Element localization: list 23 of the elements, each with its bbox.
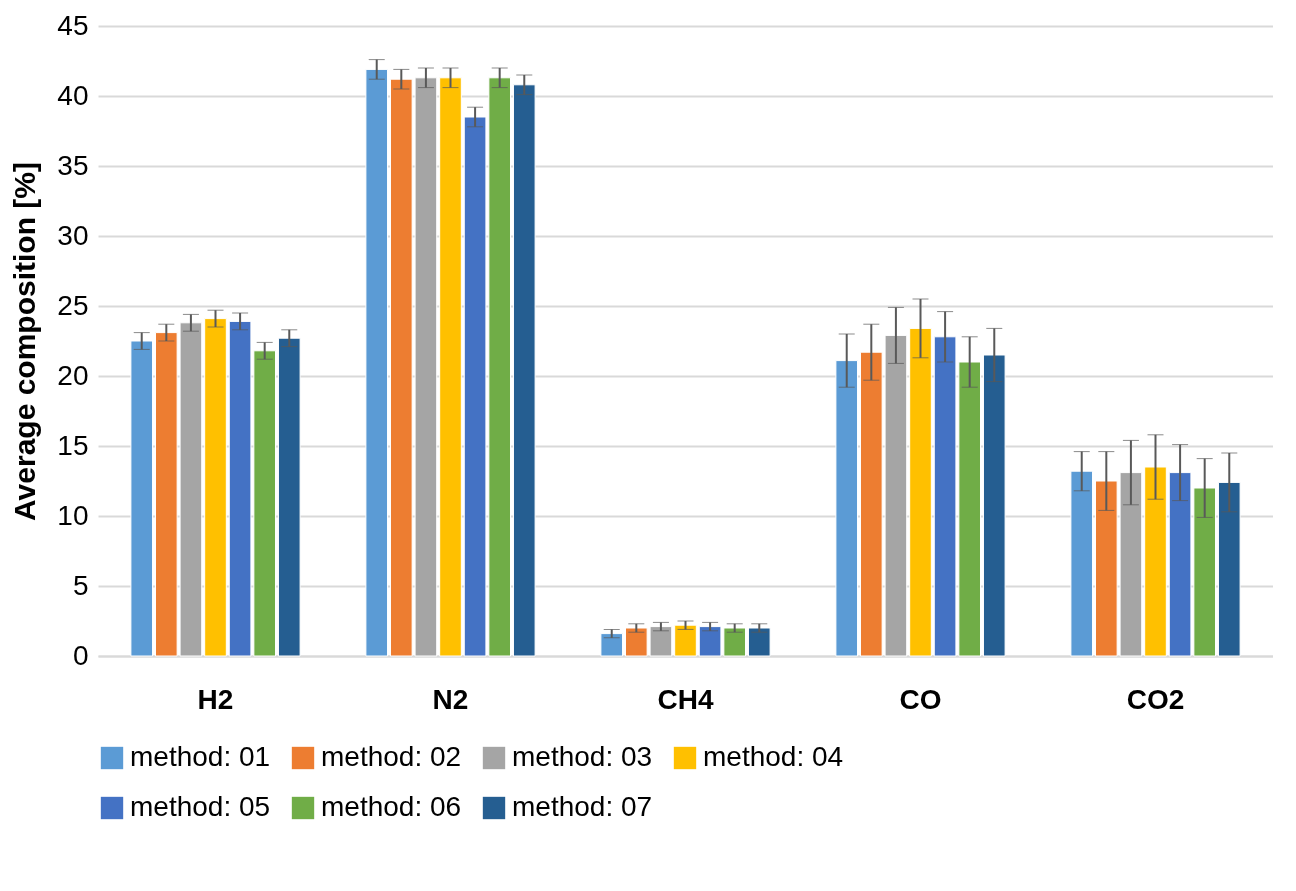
x-tick-label: CO: [899, 683, 942, 715]
legend-label: method: 03: [512, 741, 653, 772]
legend-label: method: 02: [321, 741, 462, 772]
y-tick-label: 10: [57, 499, 89, 531]
x-tick-label: CH4: [657, 683, 714, 715]
legend-label: method: 05: [130, 791, 271, 822]
legend-label: method: 06: [321, 791, 462, 822]
y-tick-label: 35: [57, 149, 89, 181]
y-tick-label: 45: [57, 9, 89, 41]
y-tick-label: 15: [57, 429, 89, 461]
y-tick-label: 25: [57, 289, 89, 321]
y-tick-label: 0: [72, 639, 89, 671]
legend-label: method: 01: [130, 741, 271, 772]
x-tick-label: H2: [197, 683, 234, 715]
y-tick-label: 5: [72, 569, 89, 601]
y-tick-label: 40: [57, 79, 89, 111]
legend-label: method: 07: [512, 791, 653, 822]
legend-label: method: 04: [703, 741, 844, 772]
y-axis-title: Average composition [%]: [8, 162, 42, 521]
x-tick-label: CO2: [1126, 683, 1185, 715]
y-tick-label: 20: [57, 359, 89, 391]
y-tick-label: 30: [57, 219, 89, 251]
x-tick-label: N2: [432, 683, 469, 715]
